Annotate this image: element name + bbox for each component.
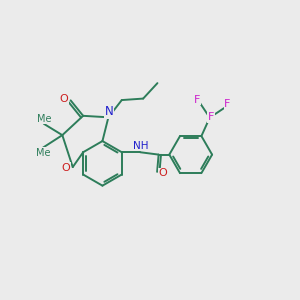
Text: F: F — [194, 94, 200, 104]
Text: N: N — [105, 106, 113, 118]
Text: F: F — [208, 112, 214, 122]
Text: O: O — [60, 94, 68, 104]
Text: O: O — [159, 168, 167, 178]
Text: F: F — [224, 99, 231, 109]
Text: Me: Me — [37, 114, 51, 124]
Text: O: O — [62, 163, 70, 173]
Text: Me: Me — [36, 148, 50, 158]
Text: NH: NH — [133, 141, 148, 151]
